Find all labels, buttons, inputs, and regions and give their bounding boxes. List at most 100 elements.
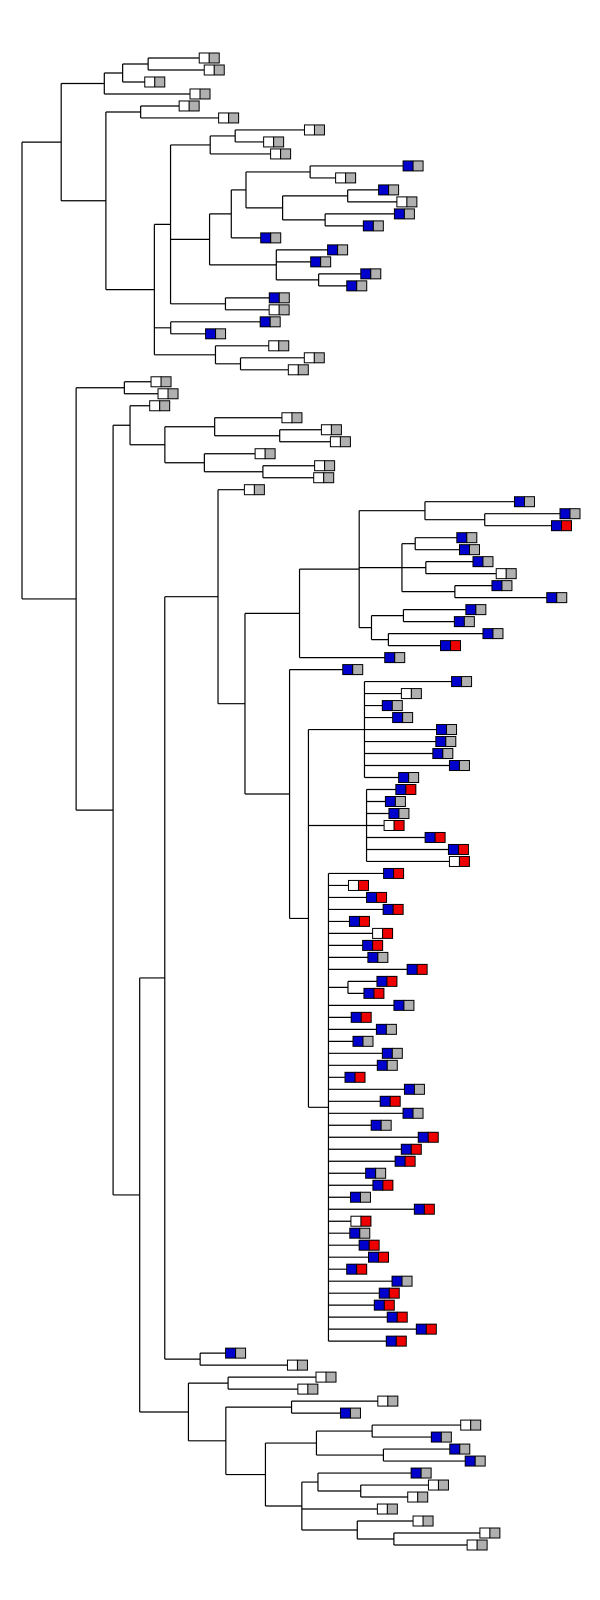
tip-state-box-secondary [228,112,240,124]
tip-marker [189,88,211,100]
tip-state-box-primary [449,1443,461,1455]
tip-state-box-primary [189,88,201,100]
tip-state-box-primary [360,268,372,280]
tip-state-box-primary [362,939,374,951]
tip-marker [393,208,415,220]
tip-state-box-secondary [270,232,282,244]
tip-state-box-secondary [403,208,415,220]
tip-state-box-secondary [368,1239,380,1251]
tip-marker [205,328,227,340]
tip-state-box-primary [376,975,388,987]
tip-state-box-secondary [352,664,364,676]
tip-marker [479,1527,501,1539]
tip-state-box-secondary [556,592,568,604]
tip-state-box-primary [329,436,341,448]
tip-marker [427,1479,449,1491]
tip-state-box-secondary [337,244,349,256]
tip-state-box-primary [559,508,571,520]
tip-state-box-primary [225,1347,237,1359]
tip-state-box-primary [400,688,412,700]
tip-marker [348,915,370,927]
tip-state-box-primary [381,1047,393,1059]
tip-state-box-primary [314,460,326,472]
tip-state-box-primary [260,232,272,244]
tip-state-box-primary [472,556,484,568]
tip-marker [367,951,389,963]
tip-marker [413,1203,435,1215]
tip-state-box-primary [464,1455,476,1467]
tip-marker [320,424,342,436]
tip-state-box-primary [378,184,390,196]
tip-state-box-primary [254,448,266,460]
tip-state-box-secondary [482,556,494,568]
tip-marker [327,244,349,256]
tip-state-box-secondary [359,1191,371,1203]
tip-marker [456,532,478,544]
tip-state-box-primary [320,424,332,436]
tip-state-box-secondary [417,1491,429,1503]
tip-state-box-secondary [394,796,406,807]
tip-state-box-secondary [389,1095,401,1107]
tip-state-box-primary [392,712,404,724]
tip-state-box-secondary [406,196,418,208]
tip-marker [384,796,406,807]
tip-state-box-secondary [362,1035,374,1047]
tree-branches [21,57,560,1546]
tip-state-box-primary [243,484,255,496]
tip-marker [268,292,290,304]
tip-state-box-secondary [323,472,335,484]
tip-state-box-secondary [358,915,370,927]
tip-state-box-primary [458,544,470,556]
tip-marker [303,352,325,364]
tip-state-box-secondary [404,1155,416,1167]
tip-state-box-secondary [159,400,171,412]
tip-state-box-primary [436,724,448,736]
tip-state-box-primary [203,64,215,76]
tip-marker [366,891,388,903]
tip-state-box-primary [424,831,436,843]
tip-state-box-primary [372,1179,384,1191]
tip-state-box-primary [281,412,293,424]
tip-state-box-primary [393,999,405,1011]
tip-marker [260,232,282,244]
tip-state-box-primary [495,568,507,580]
tip-marker [550,520,572,532]
tip-marker [453,616,475,628]
tip-state-box-secondary [440,1431,452,1443]
tip-state-box-primary [218,112,230,124]
tip-state-box-secondary [375,1167,387,1179]
tip-state-box-primary [427,1479,439,1491]
tip-state-box-primary [367,951,379,963]
tip-state-box-primary [379,1095,391,1107]
tip-state-box-primary [432,748,444,760]
tip-state-box-primary [451,676,463,688]
tip-state-box-secondary [359,1227,371,1239]
tip-marker [447,843,469,855]
tip-state-box-secondary [235,1347,247,1359]
tip-state-box-primary [270,148,282,160]
tip-state-box-primary [370,1119,382,1131]
tip-marker [398,772,420,784]
tip-state-box-secondary [395,1335,407,1347]
tip-state-box-primary [391,1275,403,1287]
tip-state-box-secondary [213,64,225,76]
tip-marker [394,1155,416,1167]
tip-marker [376,1059,398,1071]
tip-state-box-primary [394,1155,406,1167]
tip-marker [349,1227,371,1239]
tip-state-box-primary [365,1167,377,1179]
tip-state-box-primary [385,1335,397,1347]
tip-marker [198,52,220,64]
tip-marker [368,1251,390,1263]
tip-marker [432,748,454,760]
tip-marker [396,196,418,208]
tip-state-box-secondary [380,1119,392,1131]
tip-state-box-secondary [423,1203,435,1215]
tip-state-box-primary [297,1383,309,1395]
tip-marker [347,879,369,891]
tip-marker [379,1095,401,1107]
tip-state-box-primary [453,616,465,628]
tip-state-box-primary [368,1251,380,1263]
tip-marker [460,1419,482,1431]
tip-marker [287,364,309,376]
